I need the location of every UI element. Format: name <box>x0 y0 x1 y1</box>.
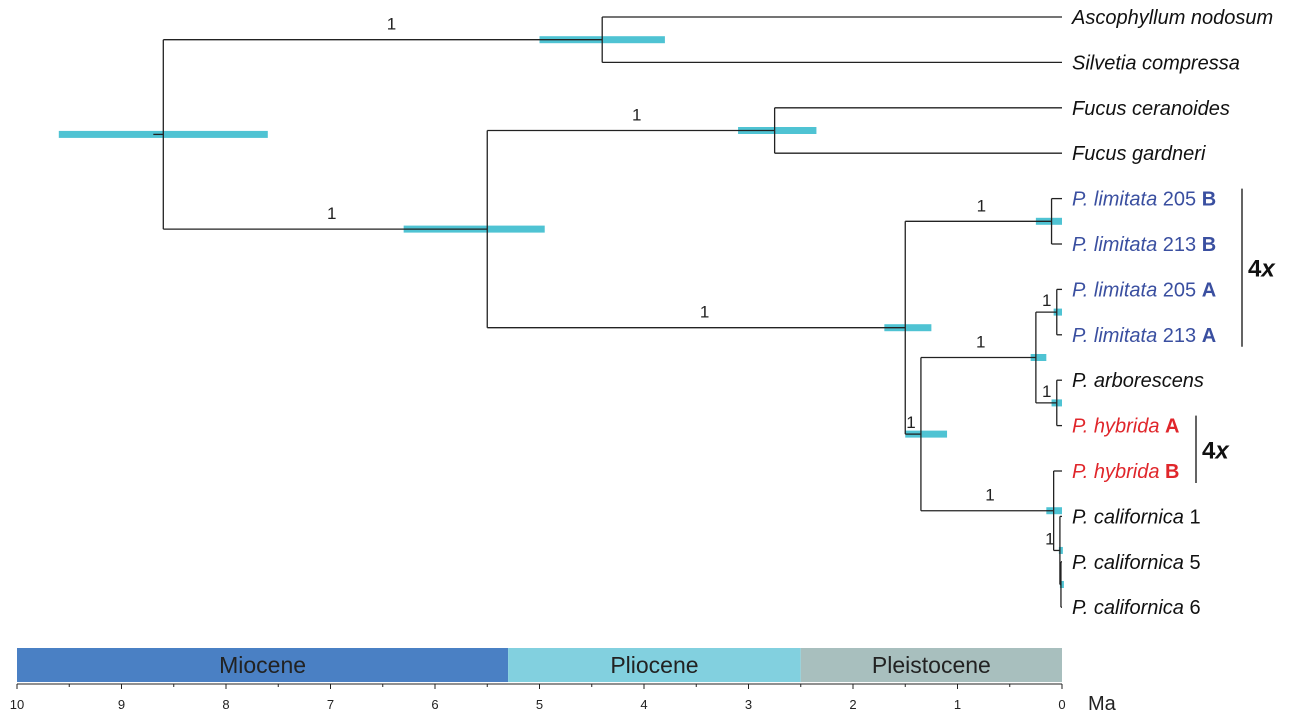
taxon-label: P. hybrida B <box>1072 461 1180 483</box>
support-value: 1 <box>700 303 709 322</box>
epoch-label: Miocene <box>219 652 306 678</box>
axis-unit-label: Ma <box>1088 693 1117 714</box>
epoch-bar: Miocene Pliocene Pleistocene <box>17 648 1062 682</box>
tick-label: 0 <box>1058 697 1065 712</box>
support-values: 1 1 1 1 1 1 1 1 1 1 1 <box>327 15 1055 549</box>
taxon-label: P. hybrida A <box>1072 416 1180 438</box>
ploidy-label: 4x <box>1202 437 1230 464</box>
support-value: 1 <box>327 204 336 223</box>
tick-label: 2 <box>849 697 856 712</box>
taxon-label: Silvetia compressa <box>1072 52 1240 74</box>
support-value: 1 <box>977 196 986 215</box>
taxon-label: P. californica 1 <box>1072 506 1201 528</box>
support-value: 1 <box>1042 382 1051 401</box>
epoch-label: Pleistocene <box>872 652 991 678</box>
support-value: 1 <box>906 413 915 432</box>
tick-label: 7 <box>327 697 334 712</box>
ploidy-label: 4x <box>1248 256 1276 283</box>
support-value: 1 <box>387 15 396 34</box>
support-value: 1 <box>1042 291 1051 310</box>
support-value: 1 <box>976 333 985 352</box>
tick-label: 5 <box>536 697 543 712</box>
tick-label: 8 <box>222 697 229 712</box>
taxon-labels: Ascophyllum nodosum Silvetia compressa Fuc… <box>1071 7 1273 619</box>
taxon-label: P. californica 6 <box>1072 597 1201 619</box>
epoch-label: Pliocene <box>610 652 698 678</box>
support-value: 1 <box>632 106 641 125</box>
tick-label: 9 <box>118 697 125 712</box>
tick-label: 6 <box>431 697 438 712</box>
tree-branches <box>153 17 1062 607</box>
taxon-label: P. californica 5 <box>1072 552 1201 574</box>
tick-label: 10 <box>10 697 24 712</box>
taxon-label: P. limitata 213 B <box>1072 234 1216 256</box>
taxon-label: P. limitata 205 A <box>1072 279 1216 301</box>
tick-label: 1 <box>954 697 961 712</box>
taxon-label: Ascophyllum nodosum <box>1071 7 1273 29</box>
tick-label: 3 <box>745 697 752 712</box>
support-value: 1 <box>985 486 994 505</box>
hpd-bars <box>59 36 1064 588</box>
taxon-label: P. limitata 205 B <box>1072 189 1216 211</box>
support-value: 1 <box>1045 529 1054 548</box>
tick-label: 4 <box>640 697 647 712</box>
taxon-label: P. arborescens <box>1072 370 1204 392</box>
time-axis: 10 9 8 7 6 5 4 3 2 1 0 Ma <box>10 684 1117 714</box>
taxon-label: Fucus gardneri <box>1072 143 1206 165</box>
taxon-label: Fucus ceranoides <box>1072 98 1230 120</box>
taxon-label: P. limitata 213 A <box>1072 325 1216 347</box>
